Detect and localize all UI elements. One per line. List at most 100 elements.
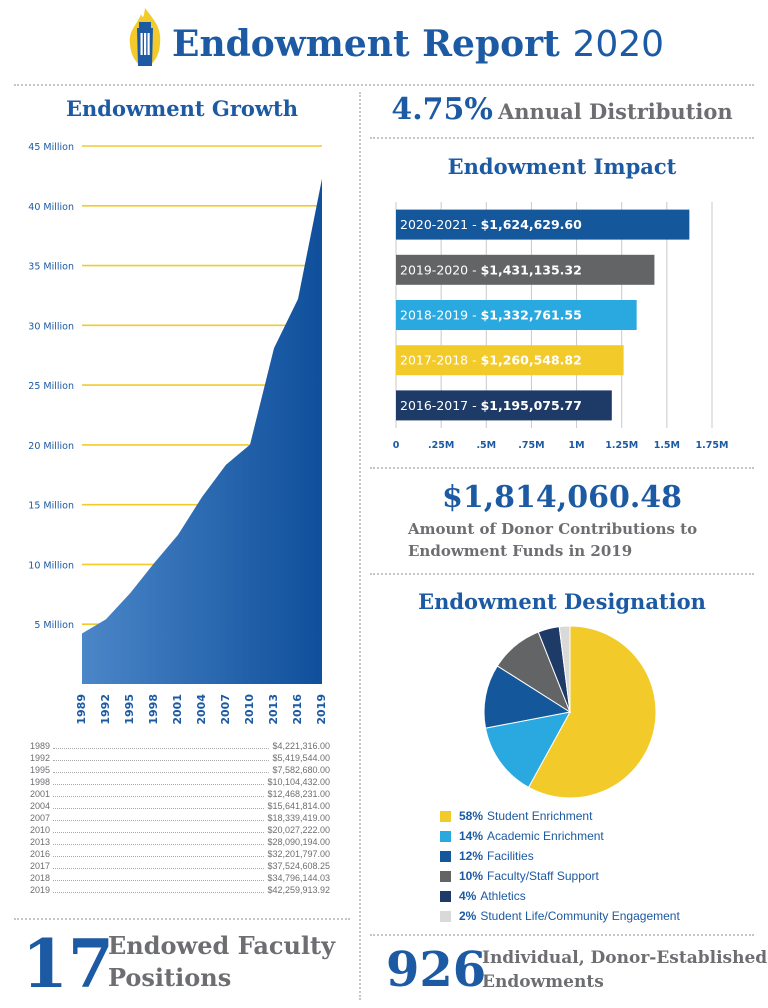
- growth-table: 1989 $4,221,316.00 1992 $5,419,544.00 1995 $7…: [30, 740, 330, 896]
- center-divider: [359, 92, 361, 1000]
- impact-bar-value: $1,332,761.55: [481, 308, 582, 323]
- growth-table-leader: [53, 784, 265, 785]
- growth-table-year: 2016: [30, 849, 51, 859]
- growth-table-leader: [53, 856, 265, 857]
- legend-item: 10% Faculty/Staff Support: [440, 866, 754, 886]
- impact-heading: Endowment Impact: [447, 154, 677, 179]
- growth-table-year: 2018: [30, 873, 51, 883]
- growth-table-amount: $37,524,608.25: [267, 861, 330, 871]
- distribution-percent: 4.75%: [391, 92, 493, 127]
- impact-bar-period: 2016-2017 -: [400, 398, 481, 413]
- contributions-caption-line2: Endowment Funds in 2019: [408, 542, 633, 560]
- legend-label: Student Life/Community Engagement: [480, 909, 680, 923]
- legend-swatch: [440, 890, 451, 902]
- growth-table-amount: $32,201,797.00: [267, 849, 330, 859]
- legend-percent: 10%: [459, 869, 484, 883]
- growth-table-row: 2019 $42,259,913.92: [30, 884, 330, 896]
- endowments-label-line1: Individual, Donor-Established: [482, 948, 768, 968]
- legend-percent: 2%: [459, 909, 477, 923]
- growth-table-leader: [53, 880, 265, 881]
- x-tick-label: 2013: [267, 694, 280, 725]
- growth-table-row: 2007 $18,339,419.00: [30, 812, 330, 824]
- legend-item: 12% Facilities: [440, 846, 754, 866]
- impact-bar-chart: 0 .25M .5M .75M 1M 1.25M 1.5M 1.75M 2020-2021 - …: [393, 202, 728, 451]
- designation-legend: 58% Student Enrichment 14% Academic Enrichm…: [440, 806, 754, 926]
- impact-bar-value: $1,431,135.32: [481, 262, 582, 277]
- contributions-caption: Amount of Donor Contributions to Endowme…: [408, 518, 697, 562]
- x-tick-label: 1995: [123, 694, 136, 725]
- growth-table-year: 1995: [30, 765, 51, 775]
- legend-swatch: [440, 850, 451, 862]
- growth-table-amount: $4,221,316.00: [272, 741, 330, 751]
- header: Endowment Report 2020: [0, 0, 768, 82]
- growth-table-leader: [53, 748, 270, 749]
- page-title-year: 2020: [572, 24, 665, 65]
- x-tick-label: 1.5M: [654, 440, 680, 451]
- faculty-count: 17: [22, 925, 114, 1003]
- growth-table-amount: $28,090,194.00: [267, 837, 330, 847]
- top-divider: [14, 84, 754, 86]
- growth-table-leader: [53, 844, 265, 845]
- legend-item: 2% Student Life/Community Engagement: [440, 906, 754, 926]
- growth-table-leader: [53, 832, 265, 833]
- growth-table-leader: [53, 760, 270, 761]
- growth-table-year: 2007: [30, 813, 51, 823]
- growth-table-leader: [53, 868, 265, 869]
- divider-under-contributions: [370, 573, 754, 575]
- distribution: 4.75% Annual Distribution: [370, 88, 754, 136]
- faculty-label-line2: Positions: [108, 963, 232, 992]
- legend-swatch: [440, 870, 451, 882]
- endowments-label-line2: Endowments: [482, 972, 604, 992]
- x-tick-label: 1992: [99, 694, 112, 725]
- growth-table-year: 2017: [30, 861, 51, 871]
- x-tick-label: 2007: [219, 694, 232, 725]
- impact-bar-label: 2016-2017 - $1,195,075.77: [400, 398, 582, 413]
- page-title-bold: Endowment Report: [172, 23, 560, 65]
- growth-table-amount: $10,104,432.00: [267, 777, 330, 787]
- growth-table-row: 2017 $37,524,608.25: [30, 860, 330, 872]
- growth-table-amount: $5,419,544.00: [272, 753, 330, 763]
- x-tick-label: .75M: [518, 440, 544, 451]
- contributions-caption-line1: Amount of Donor Contributions to: [408, 520, 698, 538]
- x-tick-label: 1M: [569, 440, 585, 451]
- y-tick-label: 35 Million: [28, 262, 74, 273]
- legend-label: Athletics: [480, 889, 526, 903]
- faculty-label: Endowed Faculty Positions: [108, 930, 335, 994]
- growth-table-row: 2010 $20,027,222.00: [30, 824, 330, 836]
- growth-area-chart: 5 Million 10 Million 15 Million 20 Million 2…: [28, 142, 328, 725]
- growth-table-row: 1995 $7,582,680.00: [30, 764, 330, 776]
- growth-table-amount: $15,641,814.00: [267, 801, 330, 811]
- legend-label: Academic Enrichment: [487, 829, 604, 843]
- y-tick-label: 15 Million: [28, 501, 74, 512]
- divider-under-distribution: [370, 137, 754, 139]
- legend-item: 58% Student Enrichment: [440, 806, 754, 826]
- pie-slice: [483, 665, 572, 729]
- legend-item: 4% Athletics: [440, 886, 754, 906]
- growth-table-leader: [53, 808, 265, 809]
- growth-table-amount: $18,339,419.00: [267, 813, 330, 823]
- pie-slice: [484, 711, 571, 789]
- growth-table-year: 2010: [30, 825, 51, 835]
- growth-table-row: 1998 $10,104,432.00: [30, 776, 330, 788]
- x-tick-label: 1998: [147, 694, 160, 725]
- growth-table-leader: [53, 820, 265, 821]
- y-tick-label: 30 Million: [28, 321, 74, 332]
- impact-bar-label: 2020-2021 - $1,624,629.60: [400, 217, 582, 232]
- faculty-label-line1: Endowed Faculty: [108, 931, 336, 960]
- x-tick-label: 2004: [195, 694, 208, 725]
- growth-table-leader: [53, 796, 265, 797]
- x-tick-label: 1.25M: [605, 440, 638, 451]
- growth-table-amount: $7,582,680.00: [272, 765, 330, 775]
- x-tick-label: 1989: [75, 694, 88, 725]
- impact-bar-period: 2017-2018 -: [400, 353, 481, 368]
- y-tick-label: 25 Million: [28, 381, 74, 392]
- legend-swatch: [440, 830, 451, 842]
- legend-percent: 4%: [459, 889, 477, 903]
- impact-bar-period: 2020-2021 -: [400, 217, 481, 232]
- legend-percent: 58%: [459, 809, 484, 823]
- legend-percent: 14%: [459, 829, 484, 843]
- impact-bar: [396, 345, 624, 376]
- y-tick-label: 5 Million: [34, 620, 74, 631]
- impact-bar-period: 2018-2019 -: [400, 308, 481, 323]
- impact-bar: [396, 390, 612, 421]
